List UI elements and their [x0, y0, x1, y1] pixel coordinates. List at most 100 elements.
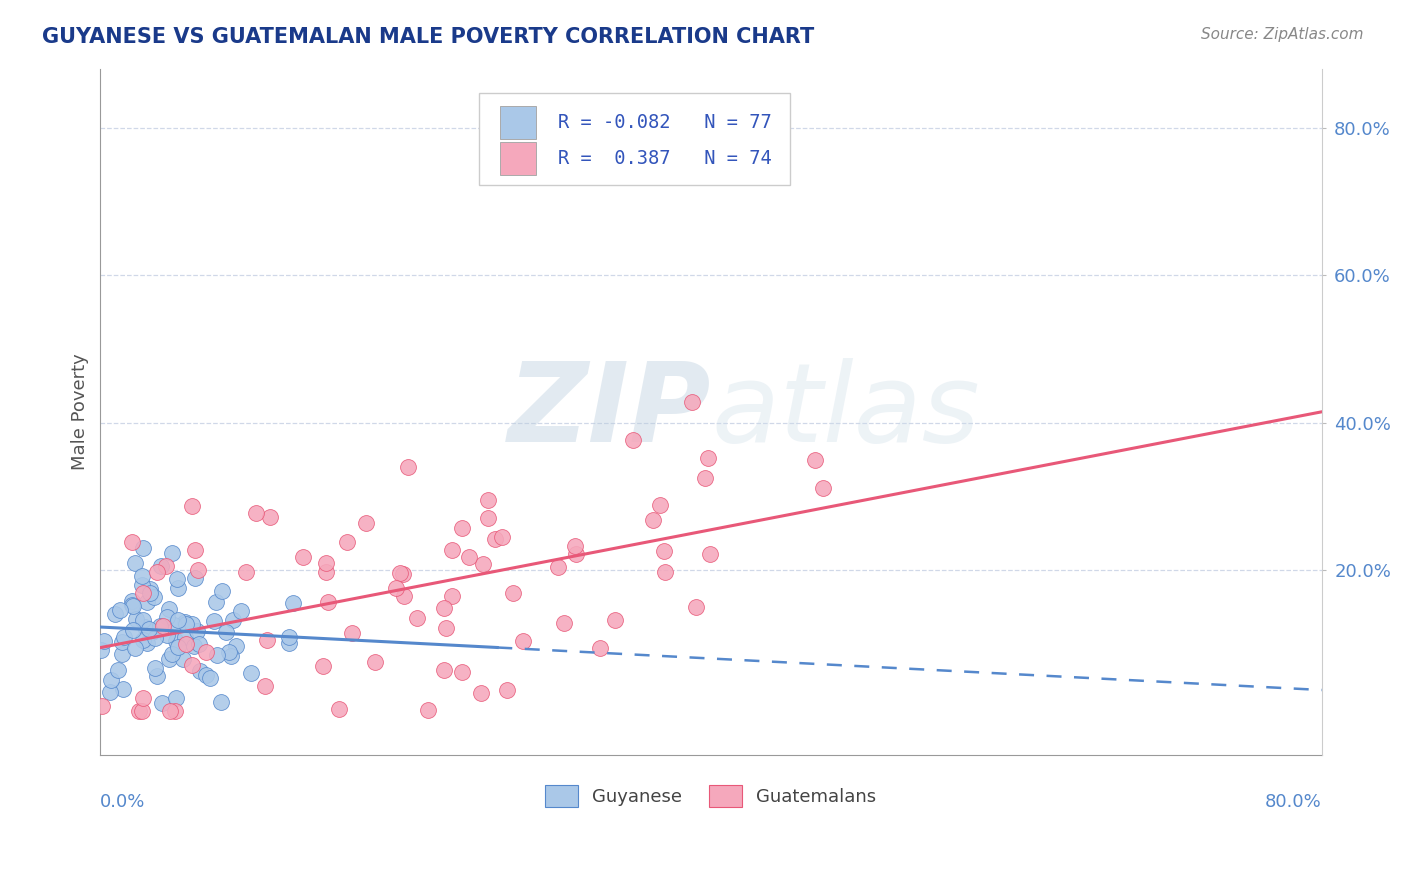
Point	[108, 603, 131, 617]
Point	[211, 695, 233, 709]
Point	[167, 640, 190, 654]
Point	[811, 481, 834, 495]
Point	[239, 666, 262, 681]
Point	[141, 625, 163, 640]
FancyBboxPatch shape	[499, 106, 536, 139]
Point	[229, 604, 252, 618]
Point	[200, 672, 222, 686]
Point	[207, 648, 229, 662]
Point	[202, 614, 225, 628]
Point	[340, 626, 363, 640]
Text: 0.0%: 0.0%	[100, 793, 146, 811]
Point	[125, 612, 148, 626]
Point	[181, 499, 204, 513]
Point	[225, 639, 247, 653]
Point	[477, 493, 499, 508]
Point	[167, 613, 190, 627]
Point	[283, 596, 305, 610]
Point	[132, 541, 155, 555]
Point	[139, 582, 162, 597]
Point	[146, 565, 169, 579]
FancyBboxPatch shape	[499, 142, 536, 175]
Point	[215, 625, 238, 640]
Point	[398, 459, 420, 474]
Point	[696, 450, 718, 465]
Point	[156, 628, 179, 642]
Point	[470, 686, 492, 700]
Point	[406, 611, 429, 625]
Point	[188, 664, 211, 678]
Point	[254, 679, 277, 693]
Point	[695, 471, 717, 485]
Point	[146, 669, 169, 683]
Point	[104, 607, 127, 621]
Point	[111, 634, 134, 648]
Point	[392, 589, 415, 603]
Point	[135, 636, 157, 650]
Point	[131, 569, 153, 583]
Point	[553, 615, 575, 630]
Point	[440, 542, 463, 557]
Point	[124, 640, 146, 655]
Point	[131, 614, 153, 628]
FancyBboxPatch shape	[479, 93, 790, 186]
Point	[385, 582, 408, 596]
Text: ZIP: ZIP	[508, 359, 711, 466]
Text: Source: ZipAtlas.com: Source: ZipAtlas.com	[1201, 27, 1364, 42]
Point	[259, 510, 281, 524]
Point	[484, 533, 506, 547]
Point	[451, 665, 474, 679]
Point	[648, 498, 671, 512]
Point	[457, 550, 479, 565]
Point	[124, 556, 146, 570]
Point	[155, 559, 177, 574]
Point	[100, 673, 122, 687]
Point	[681, 395, 703, 409]
Point	[132, 633, 155, 648]
Point	[565, 547, 588, 561]
Point	[174, 637, 197, 651]
Point	[149, 619, 172, 633]
Point	[107, 664, 129, 678]
Point	[159, 704, 181, 718]
Point	[654, 565, 676, 579]
Point	[183, 639, 205, 653]
Point	[391, 567, 413, 582]
Point	[643, 513, 665, 527]
Point	[471, 558, 494, 572]
Point	[111, 681, 134, 696]
Point	[143, 661, 166, 675]
Point	[90, 699, 112, 714]
Point	[162, 648, 184, 662]
Point	[291, 549, 314, 564]
Text: R =  0.387   N = 74: R = 0.387 N = 74	[558, 149, 772, 168]
Text: GUYANESE VS GUATEMALAN MALE POVERTY CORRELATION CHART: GUYANESE VS GUATEMALAN MALE POVERTY CORR…	[42, 27, 814, 46]
Point	[194, 645, 217, 659]
Text: R = -0.082   N = 77: R = -0.082 N = 77	[558, 113, 772, 132]
Point	[315, 565, 337, 579]
Point	[172, 652, 194, 666]
Point	[167, 581, 190, 595]
Point	[547, 560, 569, 574]
Point	[132, 586, 155, 600]
Point	[235, 566, 257, 580]
Point	[122, 623, 145, 637]
Point	[186, 624, 208, 639]
Point	[364, 655, 387, 669]
Point	[131, 578, 153, 592]
Point	[502, 585, 524, 599]
Point	[145, 632, 167, 646]
Point	[174, 630, 197, 644]
Point	[165, 634, 187, 648]
Point	[138, 623, 160, 637]
Point	[132, 690, 155, 705]
Point	[150, 696, 173, 710]
Point	[149, 558, 172, 573]
Point	[160, 546, 183, 560]
Point	[136, 595, 159, 609]
Point	[328, 701, 350, 715]
Point	[157, 602, 180, 616]
Point	[121, 594, 143, 608]
Point	[121, 598, 143, 612]
Point	[416, 703, 439, 717]
